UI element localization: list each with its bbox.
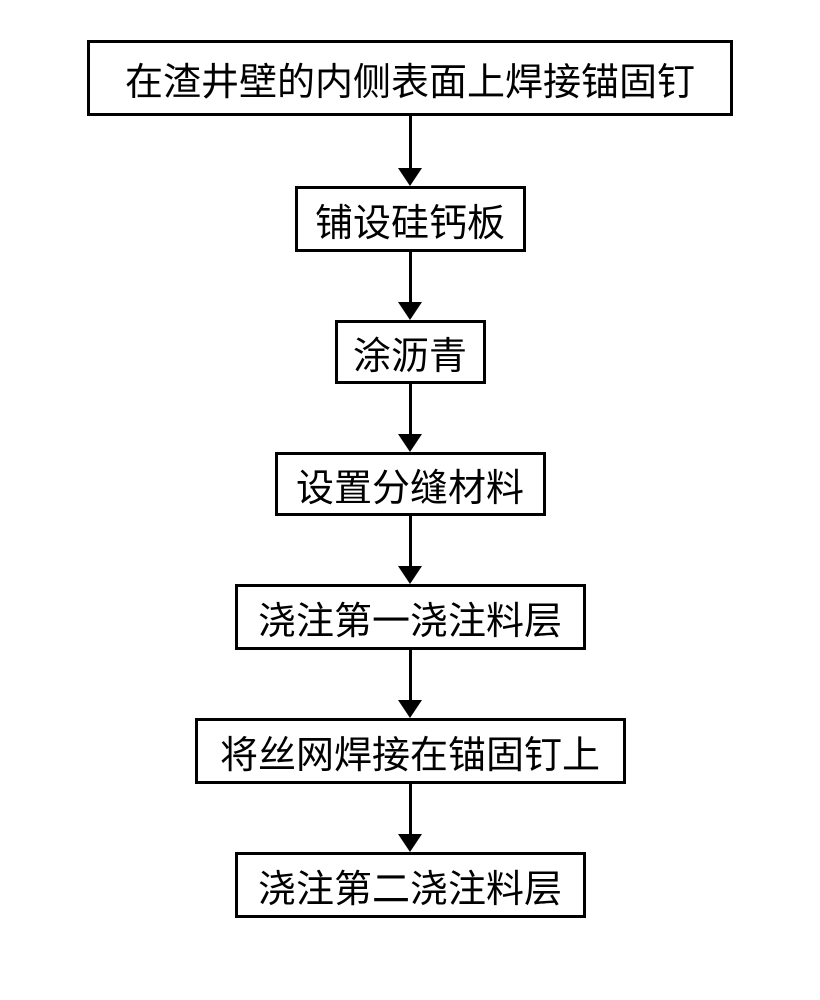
flow-arrow — [398, 384, 422, 452]
arrow-head-icon — [398, 302, 422, 320]
flow-step-label: 在渣井壁的内侧表面上焊接锚固钉 — [125, 51, 695, 106]
flow-arrow — [398, 252, 422, 320]
flow-step-4: 设置分缝材料 — [275, 452, 546, 516]
arrow-shaft — [409, 252, 412, 302]
arrow-shaft — [409, 116, 412, 168]
flow-step-6: 将丝网焊接在锚固钉上 — [195, 718, 626, 784]
flow-arrow — [398, 650, 422, 718]
flow-step-label: 铺设硅钙板 — [315, 192, 505, 247]
flow-step-5: 浇注第一浇注料层 — [235, 584, 586, 650]
flow-step-label: 设置分缝材料 — [296, 457, 524, 512]
flow-step-label: 将丝网焊接在锚固钉上 — [220, 724, 600, 779]
arrow-head-icon — [398, 834, 422, 852]
flow-step-label: 浇注第一浇注料层 — [258, 590, 562, 645]
arrow-shaft — [409, 650, 412, 700]
flow-step-7: 浇注第二浇注料层 — [235, 852, 586, 918]
arrow-head-icon — [398, 168, 422, 186]
arrow-head-icon — [398, 566, 422, 584]
flow-arrow — [398, 516, 422, 584]
flow-arrow — [398, 116, 422, 186]
flow-step-label: 浇注第二浇注料层 — [258, 858, 562, 913]
arrow-head-icon — [398, 434, 422, 452]
flow-step-1: 在渣井壁的内侧表面上焊接锚固钉 — [87, 40, 733, 116]
flow-step-label: 涂沥青 — [353, 325, 467, 380]
flow-arrow — [398, 784, 422, 852]
flow-step-2: 铺设硅钙板 — [295, 186, 526, 252]
arrow-shaft — [409, 784, 412, 834]
arrow-shaft — [409, 384, 412, 434]
arrow-shaft — [409, 516, 412, 566]
flow-step-3: 涂沥青 — [335, 320, 486, 384]
flowchart-container: 在渣井壁的内侧表面上焊接锚固钉铺设硅钙板涂沥青设置分缝材料浇注第一浇注料层将丝网… — [0, 0, 820, 918]
arrow-head-icon — [398, 700, 422, 718]
